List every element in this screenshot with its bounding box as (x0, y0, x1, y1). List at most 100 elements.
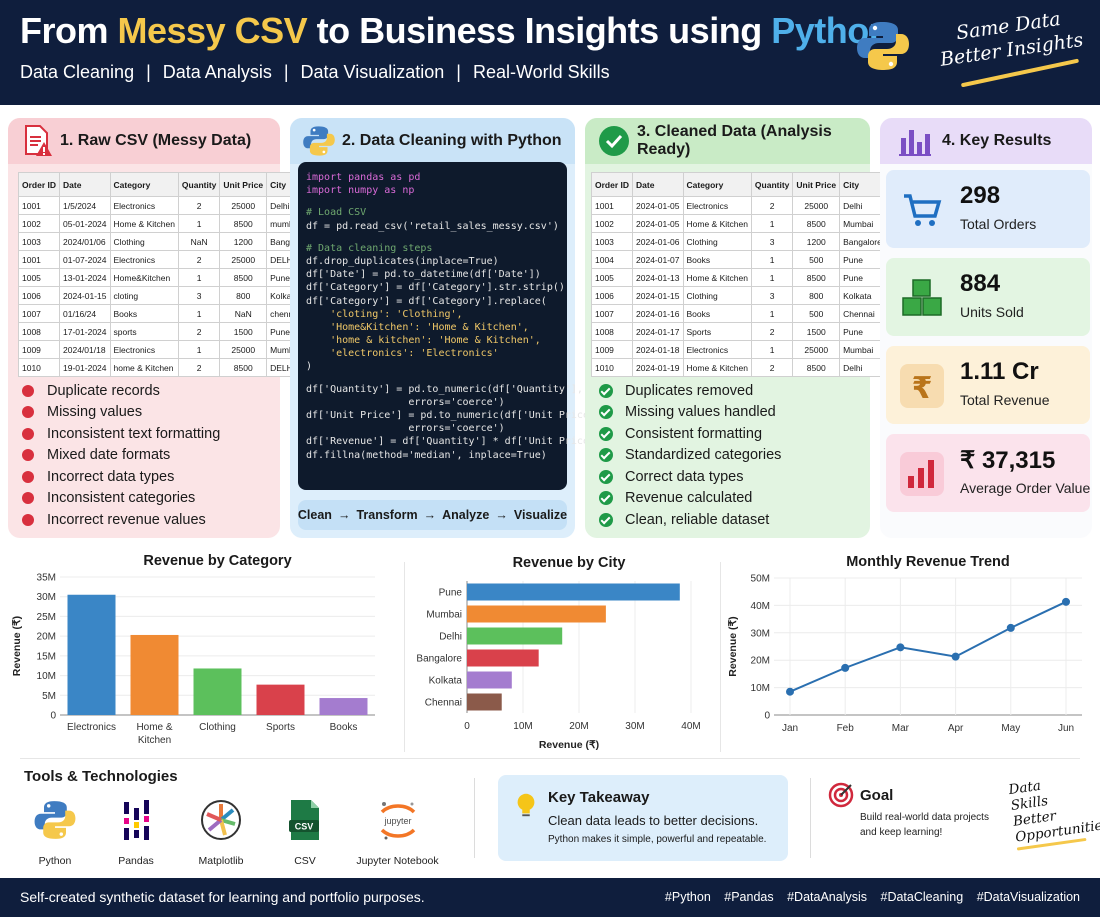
table-cell: 1 (750, 268, 794, 287)
takeaway-line: Clean data leads to better decisions. (548, 813, 759, 828)
x-tick-label: Clothing (199, 722, 236, 733)
x-tick-label: Mar (892, 723, 910, 734)
python-logo-icon (857, 22, 909, 70)
code-line: df['Category'] = df['Category'].str.stri… (306, 282, 565, 294)
list-item-label: Correct data types (625, 468, 744, 485)
table-cell: 1002 (17, 214, 61, 233)
tools-title: Tools & Technologies (24, 768, 178, 785)
table-cell: 3 (750, 286, 794, 305)
table-cell: 1001 (17, 196, 61, 215)
table-cell: 1500 (219, 322, 268, 341)
goal-title: Goal (860, 787, 894, 804)
bullet-icon (22, 492, 34, 505)
hashtags: #Python #Pandas #DataAnalysis #DataClean… (655, 890, 1080, 904)
panel-title: 4. Key Results (942, 132, 1052, 149)
cleaned-data-panel: 3. Cleaned Data (Analysis Ready) Order I… (585, 118, 886, 538)
column-header: Unit Price (219, 172, 268, 197)
list-item-label: Standardized categories (625, 447, 782, 464)
y-tick-label: 50M (751, 574, 770, 585)
table-cell: Bangalore (839, 232, 886, 251)
subtitle-item: Data Visualization (300, 62, 445, 82)
check-icon (599, 512, 613, 527)
y-tick-label: 30M (37, 592, 56, 603)
result-value: 884 (960, 270, 1001, 297)
table-cell: 2 (177, 250, 221, 269)
matplotlib-icon (201, 800, 241, 840)
table-cell: Sports (682, 322, 752, 341)
table-cell: 25000 (219, 250, 268, 269)
pipeline-step: Analyze (442, 508, 490, 522)
bar (467, 671, 512, 689)
result-label: Average Order Value (960, 480, 1091, 496)
cleaned-data-table: Order ID Date Category Quantity Unit Price Ci… (590, 172, 886, 377)
code-line: df['Unit Price'] = pd.to_numeric(df['Uni… (306, 410, 608, 421)
table-cell: 2024-01-15 (59, 286, 111, 305)
table-cell: 1 (750, 340, 794, 359)
chart-title: Revenue by Category (143, 553, 291, 569)
table-cell: Pune (839, 322, 886, 341)
table-cell: Delhi (839, 358, 886, 377)
panel-header: 2. Data Cleaning with Python (290, 118, 575, 164)
fixes-list: Duplicates removed Missing values handled… (599, 380, 781, 531)
code-line: df.fillna(method='median', inplace=True) (306, 449, 547, 461)
table-cell: Mumbai (839, 340, 886, 359)
takeaway-line: Python makes it simple, powerful and rep… (548, 834, 767, 845)
takeaway-title: Key Takeaway (548, 789, 650, 806)
divider (720, 562, 721, 752)
city-chart-svg: Revenue by City 0 10M 20M 30M 40M Revenue (₹) P… (416, 555, 700, 751)
result-value: 1.11 Cr (960, 358, 1039, 385)
table-cell: 1008 (590, 322, 634, 341)
x-tick-label: May (1001, 723, 1020, 734)
table-cell: 1006 (17, 286, 61, 305)
table-cell: Home&Kitchen (109, 268, 179, 287)
title-part: to Business Insights using (307, 10, 772, 51)
table-cell: Home & Kitchen (109, 214, 179, 233)
table-cell: 1008 (17, 322, 61, 341)
table-cell: 1200 (792, 232, 841, 251)
table-cell: 1004 (590, 250, 634, 269)
table-row: 1007 2024-01-16 Books 1 500 Chennai (590, 304, 886, 323)
table-cell: Clothing (109, 232, 179, 251)
table-cell: 1007 (590, 304, 634, 323)
bar (467, 649, 539, 667)
x-tick-label: Kitchen (138, 735, 171, 746)
y-tick-label: 25M (37, 612, 56, 623)
x-tick-label: 30M (625, 721, 644, 732)
x-tick-label: 20M (569, 721, 588, 732)
hashtag: #Python (664, 890, 711, 904)
table-cell: 800 (792, 286, 841, 305)
column-header: Unit Price (792, 172, 841, 197)
table-cell: 1/5/2024 (59, 196, 111, 215)
table-row: 1002 2024-01-05 Home & Kitchen 1 8500 Mumbai (590, 214, 886, 233)
bullet-icon (22, 427, 34, 440)
monthly-chart-svg: Monthly Revenue Trend 0 10M 20M 30M 40M 50M Rev… (727, 554, 1082, 734)
target-icon (828, 782, 854, 808)
python-logo-icon (34, 801, 76, 839)
table-cell: 8500 (792, 214, 841, 233)
table-cell: 01/16/24 (59, 304, 111, 323)
list-item: Duplicates removed (599, 380, 781, 402)
list-item-label: Missing values (47, 404, 143, 421)
code-line: df['Date'] = pd.to_datetime(df['Date']) (306, 269, 541, 281)
table-cell: Books (109, 304, 179, 323)
panel-title: 3. Cleaned Data (Analysis Ready) (637, 123, 832, 158)
table-cell: Home & Kitchen (682, 268, 752, 287)
bullet-icon (22, 449, 34, 462)
list-item-label: Missing values handled (625, 404, 776, 421)
table-cell: 1001 (590, 196, 634, 215)
table-cell: 25000 (792, 340, 841, 359)
check-icon (599, 426, 613, 441)
check-icon (599, 469, 613, 484)
y-tick-label: Pune (439, 588, 463, 599)
table-cell: 1009 (590, 340, 634, 359)
y-tick-label: Bangalore (416, 654, 462, 665)
divider (20, 758, 1080, 759)
result-card: 298 Total Orders (886, 170, 1090, 248)
y-tick-label: 40M (751, 601, 770, 612)
table-cell: 1003 (17, 232, 61, 251)
result-value: ₹ 37,315 (960, 447, 1056, 474)
code-line: df['Quantity'] = pd.to_numeric(df['Quant… (306, 383, 583, 395)
bar-chart-icon (899, 130, 931, 156)
table-cell: 1 (177, 214, 221, 233)
chart-title: Monthly Revenue Trend (846, 554, 1010, 570)
